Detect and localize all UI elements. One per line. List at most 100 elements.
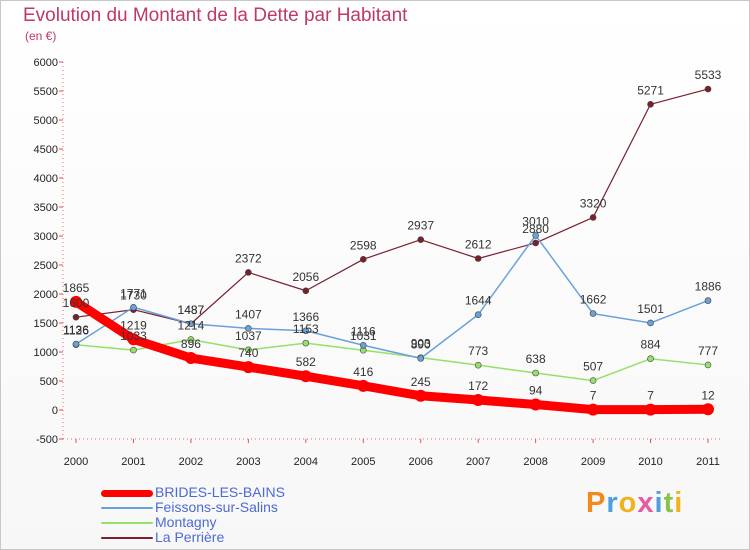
data-label: 1033 [120, 329, 147, 343]
x-tick-label: 2006 [408, 456, 432, 468]
data-label: 172 [468, 379, 488, 393]
series-line [71, 297, 713, 415]
data-label: 12 [701, 388, 715, 402]
data-point [532, 369, 539, 377]
legend-label: BRIDES-LES-BAINS [155, 484, 285, 500]
data-labels: 1600 1730 1487 2372 2056 2598 2937 2612 2880 3320… [63, 68, 722, 403]
data-point [647, 100, 654, 108]
data-label: 1662 [580, 293, 607, 307]
y-tick-label: 4000 [34, 173, 58, 185]
data-label: 1219 [120, 318, 147, 332]
data-label: 1214 [178, 319, 205, 333]
data-label: 582 [296, 355, 316, 369]
data-point [704, 297, 712, 304]
data-label: 740 [238, 346, 258, 360]
logo-letter: x [637, 487, 655, 519]
data-label: 2612 [465, 238, 492, 252]
data-point [474, 311, 482, 318]
data-label: 1153 [293, 322, 319, 336]
data-point [72, 313, 80, 321]
data-label: 1501 [637, 302, 664, 316]
data-point [589, 310, 597, 317]
legend-label: Feissons-sur-Salins [155, 499, 278, 515]
data-label: 777 [698, 344, 718, 358]
x-tick-label: 2011 [696, 456, 720, 468]
data-label: 1407 [235, 307, 262, 321]
data-label: 416 [353, 365, 373, 379]
data-point [130, 346, 137, 354]
data-point [70, 295, 82, 308]
data-point [589, 214, 597, 221]
data-point [474, 255, 482, 262]
data-point [302, 327, 310, 335]
data-label: 94 [529, 384, 543, 398]
logo-letter: r [606, 487, 619, 519]
data-label: 1644 [465, 294, 492, 308]
data-label: 1136 [63, 323, 89, 337]
data-point [647, 319, 654, 327]
data-point [417, 355, 425, 362]
data-label: 1771 [120, 286, 147, 300]
data-label: 507 [583, 360, 603, 374]
data-point [472, 394, 485, 407]
data-label: 1600 [63, 296, 90, 310]
data-label: 1126 [63, 324, 89, 338]
data-label: 638 [526, 352, 546, 366]
data-label: 1366 [292, 310, 319, 324]
data-point [704, 85, 712, 93]
data-label: 903 [411, 337, 431, 351]
x-tick-label: 2001 [121, 456, 145, 468]
data-point [702, 403, 714, 416]
data-label: 5271 [637, 83, 664, 97]
y-tick-label: 3000 [34, 231, 58, 243]
data-point [242, 361, 255, 374]
proxiti-logo: Proxiti [586, 487, 683, 520]
data-point [589, 377, 597, 384]
legend-label: Montagny [155, 514, 217, 530]
data-label: 896 [181, 337, 201, 351]
data-point [187, 320, 195, 328]
data-point [245, 346, 252, 354]
data-point [245, 269, 252, 276]
data-point [647, 355, 654, 363]
data-point [529, 398, 542, 411]
chart-axes: -500 0 500 1000 1500 2000 2500 3000 3500 4000 4500… [34, 57, 721, 468]
data-label: 7 [590, 389, 597, 403]
series-line [75, 88, 709, 325]
y-tick-label: 500 [40, 376, 58, 388]
y-tick-label: 0 [52, 405, 58, 417]
data-point [130, 303, 137, 311]
data-point [187, 336, 195, 343]
logo-letter: o [618, 487, 638, 519]
logo-letter: t [663, 487, 675, 519]
data-point [184, 352, 197, 365]
chart-title: Evolution du Montant de la Dette par Hab… [23, 5, 408, 26]
y-tick-label: -500 [36, 434, 58, 446]
logo-letter: i [674, 487, 684, 519]
x-tick-label: 2007 [466, 456, 490, 468]
data-point [357, 379, 370, 392]
y-tick-label: 6000 [34, 57, 58, 69]
data-label: 2598 [350, 238, 377, 252]
x-tick-label: 2000 [64, 456, 88, 468]
data-label: 1865 [63, 281, 90, 295]
logo-letter: i [654, 487, 664, 519]
data-point [72, 340, 80, 348]
data-point [644, 403, 657, 416]
data-label: 1031 [350, 329, 377, 343]
data-label: 1487 [178, 303, 205, 317]
x-tick-label: 2002 [179, 456, 203, 468]
logo-letter: P [586, 487, 607, 519]
x-tick-label: 2010 [638, 456, 662, 468]
data-label: 2880 [522, 222, 549, 236]
data-label: 890 [411, 337, 431, 351]
data-label: 2056 [292, 270, 319, 284]
data-point [474, 361, 482, 369]
x-tick-label: 2004 [294, 456, 318, 468]
legend-swatch [101, 490, 153, 497]
y-tick-label: 1500 [34, 318, 58, 330]
series-line [75, 234, 709, 360]
y-tick-label: 5500 [34, 86, 58, 98]
x-tick-label: 2009 [581, 456, 605, 468]
